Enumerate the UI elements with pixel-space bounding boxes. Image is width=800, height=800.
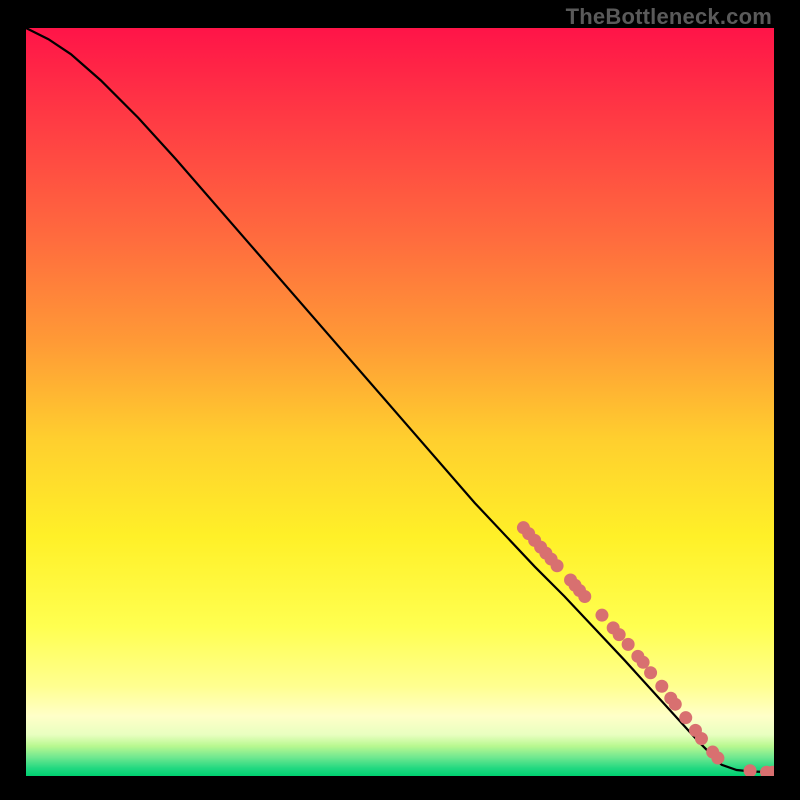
main-curve	[26, 28, 774, 772]
data-marker	[644, 666, 657, 679]
curve-layer	[26, 28, 774, 776]
data-marker	[595, 609, 608, 622]
data-marker	[613, 628, 626, 641]
plot-area	[26, 28, 774, 776]
watermark-text: TheBottleneck.com	[566, 4, 772, 30]
data-marker	[637, 656, 650, 669]
data-marker	[551, 559, 564, 572]
data-marker	[622, 638, 635, 651]
data-marker	[711, 752, 724, 765]
chart-container: TheBottleneck.com	[0, 0, 800, 800]
marker-group	[517, 521, 774, 776]
data-marker	[669, 698, 682, 711]
data-marker	[744, 764, 757, 776]
data-marker	[655, 680, 668, 693]
data-marker	[578, 590, 591, 603]
data-marker	[679, 711, 692, 724]
data-marker	[695, 732, 708, 745]
